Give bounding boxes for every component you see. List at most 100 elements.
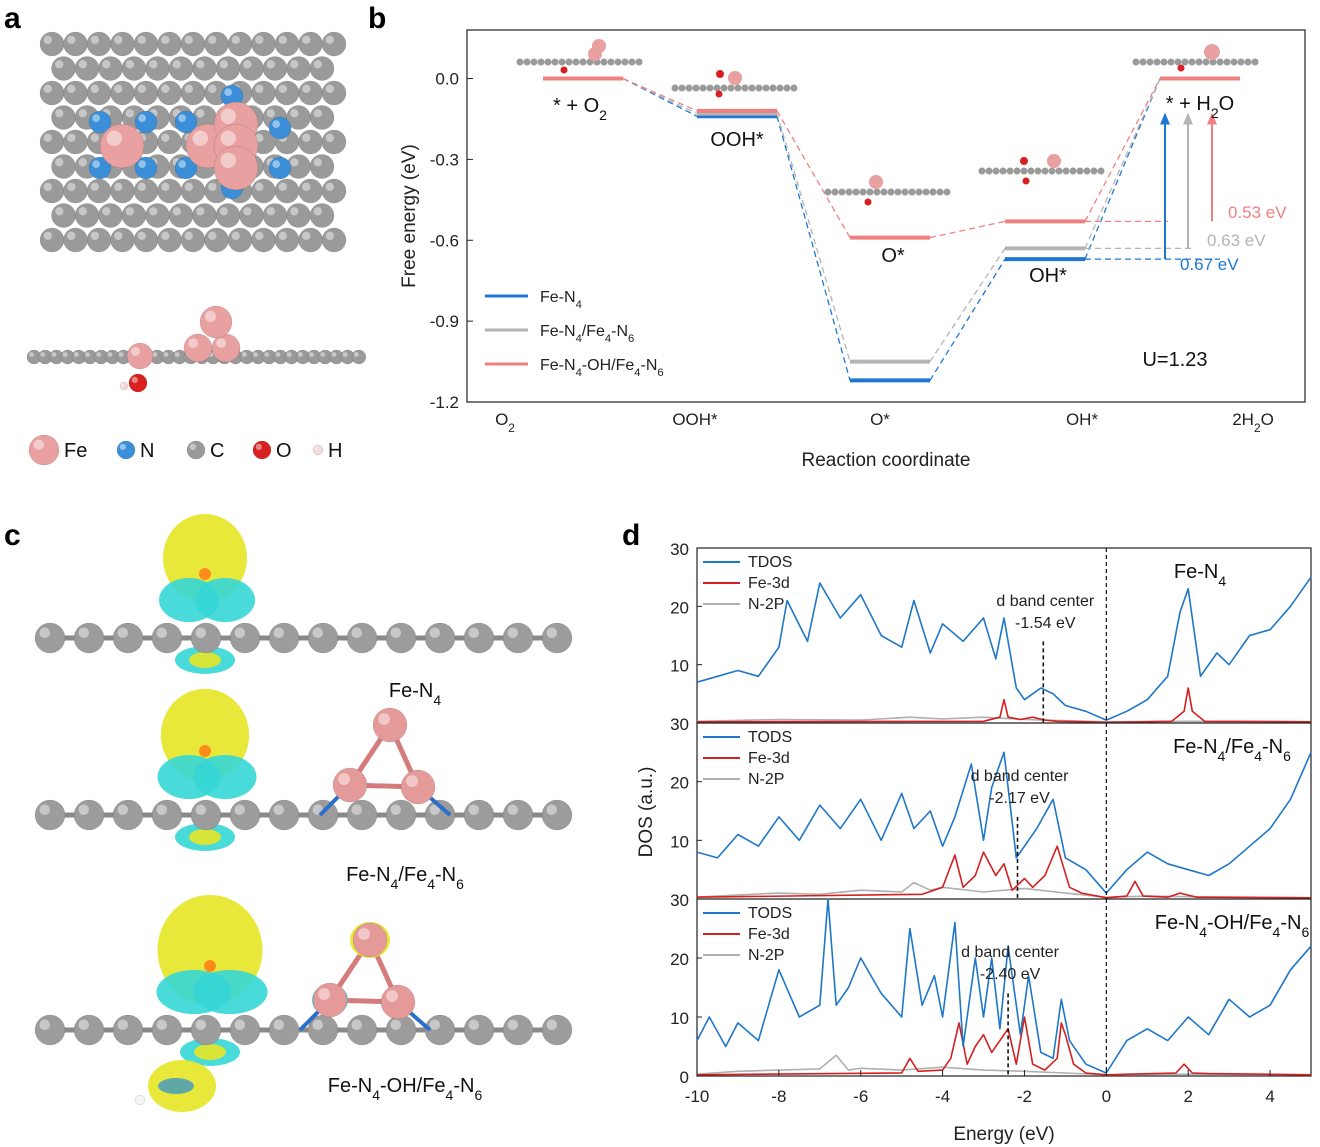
y-tick-label: 0.0: [435, 70, 459, 89]
carbon-atom: [321, 80, 347, 106]
structure-label: Fe-N4: [389, 680, 441, 708]
carbon-atom: [286, 105, 311, 130]
carbon-atom: [251, 178, 276, 204]
carbon-atom: [229, 799, 261, 831]
carbon-atom: [34, 1014, 66, 1046]
carbon-atom: [192, 56, 217, 81]
carbon-atom: [190, 622, 222, 654]
carbon-atom: [63, 129, 88, 155]
potential-annotation: U=1.23: [1142, 349, 1207, 371]
iron-atom: [199, 305, 233, 339]
series-fe-n4: [543, 76, 1240, 383]
carbon-atom: [274, 227, 300, 253]
y-tick-label: 10: [670, 657, 689, 676]
carbon-atom: [215, 56, 241, 81]
y-tick-label: 30: [670, 540, 689, 559]
carbon-atom: [229, 622, 261, 654]
carbon-atom: [502, 1014, 534, 1046]
x-tick-label: -8: [771, 1087, 786, 1106]
d-band-center-label: d band center: [971, 768, 1070, 785]
carbon-atom: [541, 799, 573, 831]
y-tick-label: 30: [670, 715, 689, 734]
carbon-atom: [157, 129, 182, 155]
carbon-atom: [346, 799, 378, 831]
nitrogen-atom: [134, 156, 158, 180]
carbon-atom: [273, 349, 288, 365]
dos-subplot-2: 10 20 30 d band center -2.17 eV TODS Fe-3d N-2P…: [670, 715, 1312, 899]
connector-line: [929, 220, 1006, 239]
legend-label-c: C: [210, 440, 224, 462]
carbon-atom: [110, 178, 135, 204]
nitrogen-atom: [174, 110, 198, 134]
adsorbate-structure: [516, 39, 643, 74]
carbon-atom: [229, 1014, 261, 1046]
y-axis-label: Free energy (eV): [399, 144, 420, 288]
carbon-atom: [51, 56, 76, 81]
carbon-atom: [309, 203, 335, 228]
carbon-atom: [151, 799, 183, 831]
fe4-cluster: [318, 707, 452, 817]
overpotential-label: 0.67 eV: [1180, 255, 1239, 274]
overpotential-label: 0.53 eV: [1228, 203, 1287, 222]
state-label: O*: [881, 245, 905, 267]
connector-line: [622, 77, 698, 112]
carbon-atom: [204, 31, 229, 57]
carbon-atom: [39, 129, 65, 155]
carbon-atom: [274, 178, 300, 204]
d-band-center-value: -1.54 eV: [1015, 615, 1076, 632]
carbon-atom: [133, 227, 159, 253]
panel-label-b: b: [368, 2, 386, 35]
carbon-atom: [309, 105, 335, 130]
carbon-layer: [34, 799, 573, 831]
dos-structure-label: Fe-N4-OH/Fe4-N6: [1155, 912, 1310, 940]
carbon-atom: [112, 622, 144, 654]
structure-label: Fe-N4/Fe4-N6: [346, 864, 464, 892]
carbon-atom: [39, 31, 65, 57]
carbon-atom: [502, 799, 534, 831]
carbon-atom: [424, 622, 456, 654]
legend-entry: Fe-N4/Fe4-N6: [540, 323, 634, 345]
y-tick-label: 30: [670, 891, 689, 910]
carbon-atom: [112, 1014, 144, 1046]
legend-entry: Fe-N4-OH/Fe4-N6: [540, 357, 664, 379]
legend-entry: TODS: [748, 905, 792, 922]
x-axis-label: Energy (eV): [953, 1124, 1054, 1145]
nitrogen-atom: [268, 116, 292, 140]
panel-c-charge-density: Fe-N4 Fe-N4/Fe4-N6 Fe-N4-OH/Fe4-N6: [34, 514, 573, 1112]
iron-atom: [211, 333, 241, 363]
dos-subplot-3: 0 10 20 30 d band center -2.40 eV TODS Fe-3d N-2…: [670, 891, 1312, 1087]
carbon-atom: [110, 227, 135, 253]
y-tick-label: 20: [670, 598, 689, 617]
connector-line: [1084, 78, 1161, 249]
nitrogen-atom: [174, 156, 198, 180]
legend-entry: N-2P: [748, 947, 784, 964]
carbon-atom: [151, 622, 183, 654]
carbon-atom: [157, 227, 182, 253]
carbon-atom: [63, 80, 88, 106]
carbon-atom: [463, 1014, 495, 1046]
carbon-atom: [190, 799, 222, 831]
panel-b-free-energy-chart: 0.0 -0.3 -0.6 -0.9 -1.2 Free energy (eV) React…: [399, 29, 1306, 471]
atom-legend: Fe N C O H: [28, 434, 342, 466]
iron-atom: [372, 707, 408, 743]
dos-curve-tdos: [696, 576, 1312, 721]
carbon-atom: [227, 227, 253, 253]
legend-atom-c: [186, 440, 206, 460]
x-tick-label: -2: [1017, 1087, 1032, 1106]
hydroxyl-site: [158, 1078, 194, 1094]
y-tick-label: -1.2: [430, 393, 459, 412]
carbon-atom: [105, 349, 120, 365]
carbon-atom: [39, 178, 65, 204]
carbon-atom: [309, 56, 335, 81]
nitrogen-atom: [88, 156, 112, 180]
adsorbate-structure: [978, 154, 1105, 185]
state-label: * + O2: [553, 95, 607, 123]
carbon-atom: [49, 349, 64, 365]
carbon-atom: [51, 154, 76, 179]
panel-label-a: a: [4, 2, 21, 35]
carbon-atom: [309, 154, 335, 179]
carbon-atom: [346, 1014, 378, 1046]
y-tick-label: -0.6: [430, 231, 459, 250]
carbon-atom: [268, 1014, 300, 1046]
carbon-atom: [74, 203, 100, 228]
